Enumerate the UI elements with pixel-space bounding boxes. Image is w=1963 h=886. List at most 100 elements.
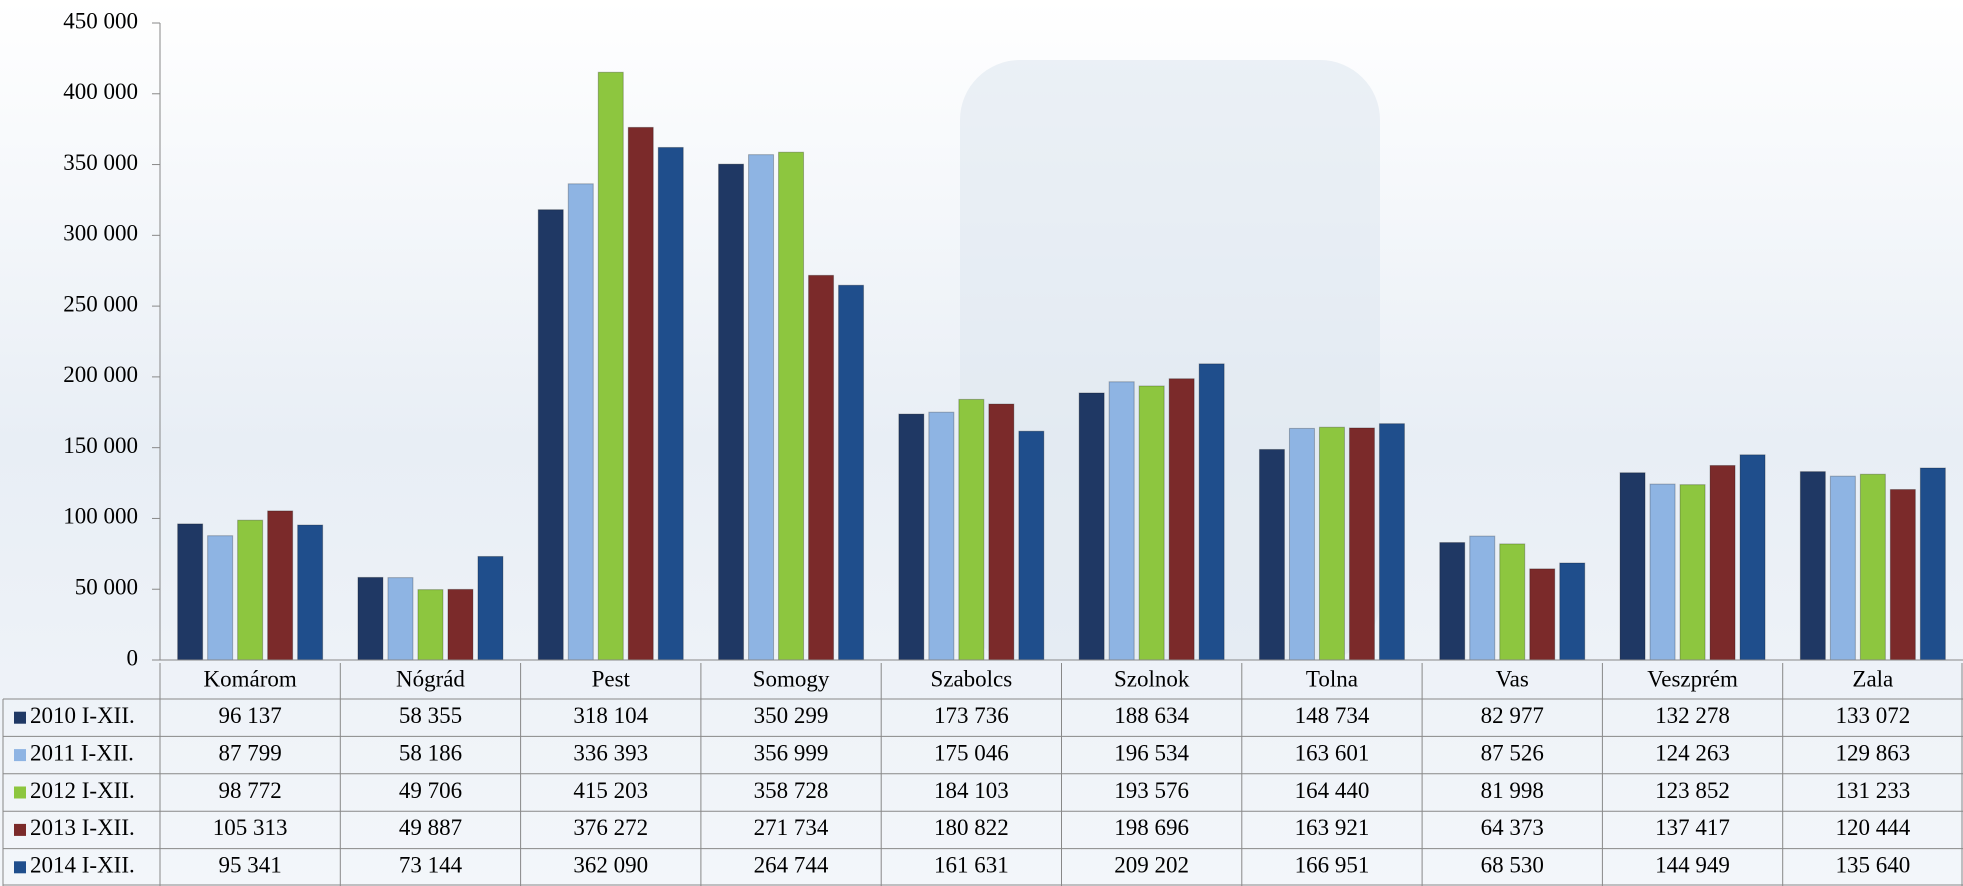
table-cell: 173 736 xyxy=(934,703,1009,728)
table-cell: 164 440 xyxy=(1295,778,1370,803)
bar xyxy=(1288,427,1315,661)
table-cell: 82 977 xyxy=(1481,703,1544,728)
bar xyxy=(988,403,1015,661)
table-cell: 161 631 xyxy=(934,853,1009,878)
table-cell: 180 822 xyxy=(934,815,1009,840)
bar xyxy=(1318,426,1345,661)
bar xyxy=(447,588,474,661)
legend-swatch xyxy=(14,749,26,762)
legend-swatch xyxy=(14,823,26,836)
table-cell: 131 233 xyxy=(1835,778,1910,803)
table-cell: 163 921 xyxy=(1295,815,1370,840)
table-cell: 129 863 xyxy=(1835,740,1910,765)
bar xyxy=(1439,542,1466,661)
bar xyxy=(657,146,684,661)
bar xyxy=(1799,471,1826,661)
bar xyxy=(1829,475,1856,661)
table-cell: 209 202 xyxy=(1114,853,1189,878)
x-tick-label: Szolnok xyxy=(1114,666,1190,691)
legend-swatch xyxy=(14,711,26,724)
table-cell: 196 534 xyxy=(1114,740,1189,765)
bar xyxy=(1889,489,1916,661)
bar xyxy=(718,163,745,661)
bar xyxy=(1378,423,1405,661)
x-tick-label: Nógrád xyxy=(396,666,465,691)
table-cell: 49 706 xyxy=(399,778,462,803)
bar xyxy=(1859,473,1886,661)
table-cell: 148 734 xyxy=(1295,703,1370,728)
table-cell: 58 186 xyxy=(399,740,462,765)
y-tick-label: 450 000 xyxy=(63,8,138,33)
table-cell: 264 744 xyxy=(754,853,829,878)
bar xyxy=(207,535,234,661)
y-tick-label: 50 000 xyxy=(75,575,138,600)
legend-label: 2011 I-XII. xyxy=(30,740,134,765)
table-cell: 58 355 xyxy=(399,703,462,728)
bar xyxy=(387,577,414,661)
bar xyxy=(748,154,775,661)
table-cell: 144 949 xyxy=(1655,853,1730,878)
bar xyxy=(898,413,925,661)
bar xyxy=(1078,392,1105,661)
legend-swatch xyxy=(14,786,26,799)
table-cell: 198 696 xyxy=(1114,815,1189,840)
table-cell: 356 999 xyxy=(754,740,829,765)
table-cell: 96 137 xyxy=(219,703,282,728)
table-cell: 166 951 xyxy=(1295,853,1370,878)
table-cell: 188 634 xyxy=(1114,703,1189,728)
bar xyxy=(267,510,294,661)
table-cell: 358 728 xyxy=(754,778,829,803)
table-cell: 271 734 xyxy=(754,815,829,840)
x-tick-label: Vas xyxy=(1496,666,1529,691)
bar xyxy=(958,398,985,661)
y-tick-label: 100 000 xyxy=(63,504,138,529)
y-tick-label: 400 000 xyxy=(63,79,138,104)
table-cell: 133 072 xyxy=(1835,703,1910,728)
bar xyxy=(537,209,564,661)
table-cell: 123 852 xyxy=(1655,778,1730,803)
table-cell: 135 640 xyxy=(1835,853,1910,878)
bar xyxy=(1679,484,1706,661)
table-cell: 73 144 xyxy=(399,853,463,878)
bar xyxy=(1198,363,1225,661)
bar xyxy=(357,576,384,661)
table-cell: 95 341 xyxy=(219,853,282,878)
table-cell: 193 576 xyxy=(1114,778,1189,803)
bar xyxy=(1138,385,1165,661)
x-tick-label: Veszprém xyxy=(1647,666,1738,691)
bar xyxy=(928,411,955,661)
bar xyxy=(1469,535,1496,661)
bar xyxy=(1649,483,1676,661)
table-cell: 163 601 xyxy=(1295,740,1370,765)
y-tick-label: 250 000 xyxy=(63,291,138,316)
bar xyxy=(778,151,805,661)
legend-swatch xyxy=(14,861,26,874)
y-tick-label: 200 000 xyxy=(63,362,138,387)
y-tick-label: 350 000 xyxy=(63,150,138,175)
bar xyxy=(477,555,504,661)
table-cell: 137 417 xyxy=(1655,815,1730,840)
legend-label: 2013 I-XII. xyxy=(30,815,135,840)
bar xyxy=(1919,467,1946,661)
table-cell: 105 313 xyxy=(213,815,288,840)
legend-label: 2014 I-XII. xyxy=(30,853,135,878)
bar xyxy=(1499,543,1526,661)
table-cell: 336 393 xyxy=(573,740,648,765)
bar xyxy=(1709,464,1736,661)
bar xyxy=(627,126,654,661)
table-cell: 175 046 xyxy=(934,740,1009,765)
bar xyxy=(1529,568,1556,661)
bar xyxy=(567,183,594,661)
table-cell: 318 104 xyxy=(573,703,648,728)
y-tick-label: 0 xyxy=(127,645,139,670)
table-cell: 184 103 xyxy=(934,778,1009,803)
bar xyxy=(1258,448,1285,661)
table-cell: 64 373 xyxy=(1481,815,1544,840)
table-cell: 87 526 xyxy=(1481,740,1544,765)
y-tick-label: 300 000 xyxy=(63,221,138,246)
bar xyxy=(237,519,264,661)
bar xyxy=(838,284,865,661)
table-cell: 415 203 xyxy=(573,778,648,803)
table-cell: 376 272 xyxy=(573,815,648,840)
